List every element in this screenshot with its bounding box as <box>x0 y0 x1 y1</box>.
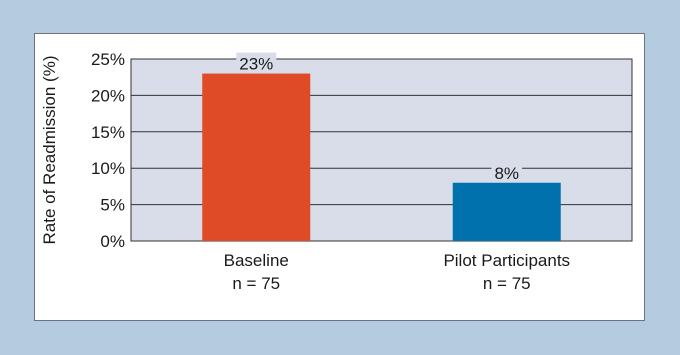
y-tick-label: 20% <box>91 86 125 105</box>
y-axis-ticks: 0% 5% 10% 15% 20% 25% <box>91 50 125 251</box>
x-axis-labels: Baseline n = 75 Pilot Participants n = 75 <box>224 251 570 293</box>
x-category-n: n = 75 <box>232 274 280 293</box>
bar <box>452 182 561 241</box>
bars: 23% 8% <box>202 52 561 241</box>
x-category-n: n = 75 <box>483 274 531 293</box>
data-label: 23% <box>239 55 273 74</box>
y-tick-label: 10% <box>91 159 125 178</box>
data-label-background <box>236 52 277 72</box>
x-category-label: Baseline <box>224 251 289 270</box>
data-label: 8% <box>494 164 519 183</box>
chart-panel: 0% 5% 10% 15% 20% 25% 23% 8% Baseline n = 75 Pil… <box>34 33 645 321</box>
y-tick-label: 0% <box>100 232 125 251</box>
data-label-background <box>491 161 523 181</box>
y-axis-label: Rate of Readmission (%) <box>40 56 59 245</box>
y-tick-label: 5% <box>100 196 125 215</box>
bar <box>202 73 311 241</box>
x-category-label: Pilot Participants <box>443 251 570 270</box>
bar-chart: 0% 5% 10% 15% 20% 25% 23% 8% Baseline n = 75 Pil… <box>40 50 633 293</box>
y-tick-label: 25% <box>91 50 125 69</box>
y-tick-label: 15% <box>91 123 125 142</box>
